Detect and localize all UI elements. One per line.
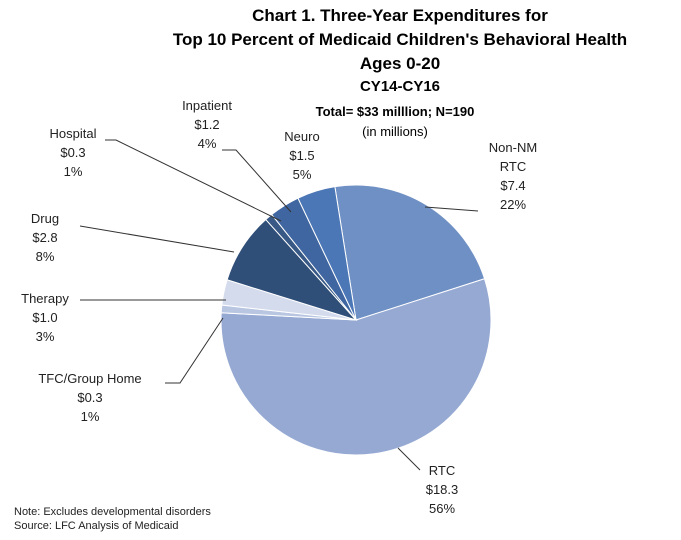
percent-label: 5% bbox=[292, 167, 312, 182]
note: Source: LFC Analysis of Medicaid bbox=[14, 520, 179, 532]
leader-line bbox=[79, 225, 235, 253]
value-label: $1.5 bbox=[289, 148, 315, 163]
slice-label: TFC/Group Home $0.3 1% bbox=[25, 369, 155, 426]
pie-slice bbox=[334, 184, 486, 321]
category-label: Hospital bbox=[49, 126, 97, 141]
value-label: $0.3 bbox=[60, 145, 86, 160]
value-label: $2.8 bbox=[32, 230, 58, 245]
chart-title: Top 10 Percent of Medicaid Children's Be… bbox=[172, 30, 628, 49]
chart-title: Ages 0-20 bbox=[359, 54, 441, 73]
percent-label: 4% bbox=[197, 136, 217, 151]
note: Note: Excludes developmental disorders bbox=[14, 506, 211, 518]
percent-label: 3% bbox=[35, 329, 55, 344]
value-label: $1.0 bbox=[32, 310, 58, 325]
chart-subtitle: (in millions) bbox=[362, 124, 428, 139]
slice-label: Drug $2.8 8% bbox=[15, 209, 75, 266]
pie-slice bbox=[297, 186, 357, 321]
percent-label: 22% bbox=[499, 197, 527, 212]
percent-label: 8% bbox=[35, 249, 55, 264]
leader-line bbox=[222, 149, 292, 213]
value-label: $1.2 bbox=[194, 117, 220, 132]
value-label: $0.3 bbox=[77, 390, 103, 405]
percent-label: 1% bbox=[80, 409, 100, 424]
slice-label: Hospital $0.3 1% bbox=[38, 124, 108, 181]
slice-label: Non-NM RTC $7.4 22% bbox=[483, 138, 543, 214]
leader-line bbox=[165, 317, 224, 384]
pie-slice bbox=[220, 278, 492, 456]
category-label: Neuro bbox=[284, 129, 320, 144]
leader-line bbox=[424, 206, 479, 212]
category-label: Inpatient bbox=[182, 98, 232, 113]
slice-label: Neuro $1.5 5% bbox=[277, 127, 327, 184]
value-label: $18.3 bbox=[425, 482, 459, 497]
category-label: Therapy bbox=[21, 291, 69, 306]
category-label: Non-NM RTC bbox=[488, 140, 538, 174]
leader-line bbox=[105, 139, 282, 222]
slice-label: Inpatient $1.2 4% bbox=[172, 96, 242, 153]
chart-title: Chart 1. Three-Year Expenditures for bbox=[252, 6, 548, 25]
leader-line bbox=[397, 447, 421, 471]
percent-label: 1% bbox=[63, 164, 83, 179]
chart-title: CY14-CY16 bbox=[359, 78, 441, 95]
category-label: TFC/Group Home bbox=[38, 371, 142, 386]
slice-label: Therapy $1.0 3% bbox=[15, 289, 75, 346]
chart-subtitle: Total= $33 milllion; N=190 bbox=[315, 104, 475, 119]
category-label: Drug bbox=[30, 211, 60, 226]
value-label: $7.4 bbox=[500, 178, 526, 193]
percent-label: 56% bbox=[428, 501, 456, 516]
category-label: RTC bbox=[428, 463, 456, 478]
slice-label: RTC $18.3 56% bbox=[412, 461, 472, 518]
